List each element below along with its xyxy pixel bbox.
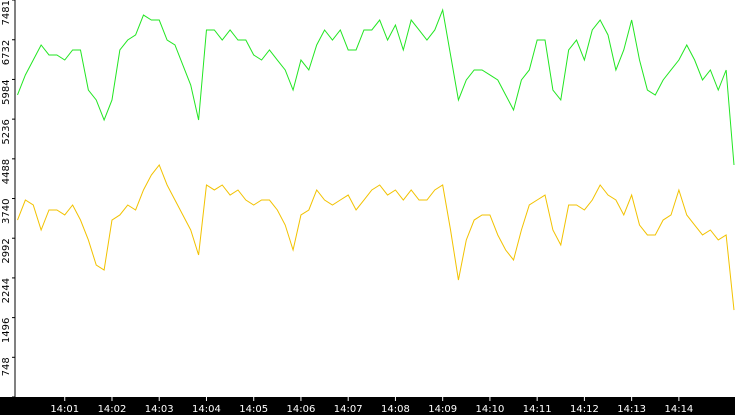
series-line [17,163,735,311]
y-tick-label: 3740 [1,199,12,224]
y-tick-label: 7481 [1,0,12,25]
x-tick-label: 14:08 [381,404,410,415]
x-tick-label: 14:03 [145,404,174,415]
x-tick-label: 14:02 [98,404,127,415]
y-tick-label: 1496 [1,318,12,343]
x-tick-label: 14:14 [664,404,693,415]
x-tick-label: 14:10 [476,404,505,415]
y-tick-label: 2244 [1,278,12,303]
x-axis-bar [0,397,735,415]
x-tick-label: 14:13 [617,404,646,415]
y-tick-label: 5236 [1,119,12,144]
x-tick-label: 14:07 [334,404,363,415]
series-line [17,8,735,166]
y-tick-label: 0 [1,397,12,403]
y-tick-label: 4488 [1,159,12,184]
y-tick-label: 5984 [1,79,12,104]
y-tick-label: 748 [1,357,12,376]
x-tick-label: 14:01 [50,404,79,415]
x-tick-label: 14:04 [192,404,221,415]
x-tick-label: 14:12 [570,404,599,415]
y-tick-label: 2992 [1,238,12,263]
y-tick-label: 6732 [1,40,12,65]
x-tick-label: 14:11 [523,404,552,415]
x-tick-label: 14:05 [239,404,268,415]
x-tick-label: 14:09 [428,404,457,415]
x-tick-label: 14:06 [287,404,316,415]
